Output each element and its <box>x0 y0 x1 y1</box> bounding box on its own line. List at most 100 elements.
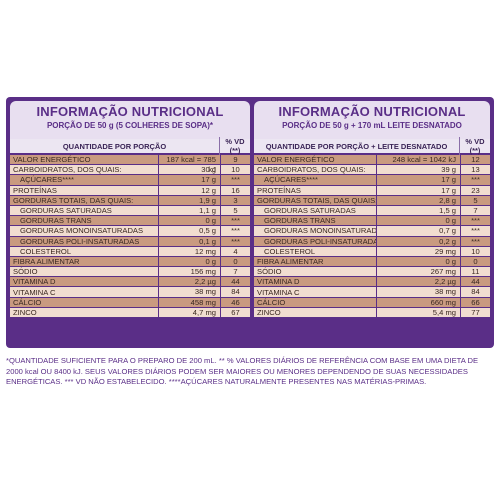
nutrient-name: AÇÚCARES**** <box>20 175 75 185</box>
nutrient-row: CARBOIDRATOS, DOS QUAIS: 39 g 13 <box>254 165 490 176</box>
nutrient-amount: 0 g <box>376 216 460 226</box>
nutrient-row: CÁLCIO 660 mg 66 <box>254 297 490 308</box>
nutrient-row: COLESTEROL 29 mg 10 <box>254 246 490 257</box>
nutrient-name: GORDURAS TRANS <box>20 216 92 226</box>
nutrient-daily-value: 67 <box>220 307 250 317</box>
nutrient-daily-value: 13 <box>460 165 490 175</box>
nutrient-amount: 0 g <box>158 216 220 226</box>
nutrient-daily-value: *** <box>220 175 250 185</box>
nutrient-name: CARBOIDRATOS, DOS QUAIS: <box>13 165 122 175</box>
nutrient-row: COLESTEROL 12 mg 4 <box>10 246 250 257</box>
nutrient-amount: 0 g <box>376 256 460 267</box>
nutrient-name: CARBOIDRATOS, DOS QUAIS: <box>257 165 366 175</box>
nutrient-daily-value: 7 <box>460 205 490 216</box>
nutrient-rows: VALOR ENERGÉTICO 248 kcal = 1042 kJ 12 CARB… <box>254 155 490 318</box>
nutrient-row: GORDURAS MONOINSATURADAS 0,7 g *** <box>254 226 490 237</box>
nutrient-amount: 156 mg <box>158 267 220 277</box>
nutrient-amount: 39 g <box>376 165 460 175</box>
nutrient-name: CÁLCIO <box>257 297 286 307</box>
nutrient-amount: 30 g <box>158 165 220 175</box>
nutrient-row: ZINCO 4,7 mg 67 <box>10 307 250 318</box>
nutrient-name: PROTEÍNAS <box>257 185 301 195</box>
nutrient-amount: 248 kcal = 1042 kJ <box>376 155 460 165</box>
nutrient-name: SÓDIO <box>257 267 282 277</box>
nutrient-daily-value: *** <box>220 236 250 246</box>
nutrient-daily-value: *** <box>460 175 490 185</box>
nutrition-panel-powder: INFORMAÇÃO NUTRICIONAL PORÇÃO DE 50 g (5… <box>10 101 250 318</box>
panel-title: INFORMAÇÃO NUTRICIONAL <box>278 104 466 119</box>
nutrient-name: GORDURAS TOTAIS, DAS QUAIS: <box>13 195 134 205</box>
nutrient-daily-value: 0 <box>460 256 490 267</box>
column-vd-label: % VD (**) <box>459 137 490 155</box>
nutrient-amount: 38 mg <box>376 287 460 297</box>
nutrient-amount: 5,4 mg <box>376 307 460 317</box>
nutrient-amount: 187 kcal = 785 kJ <box>158 155 220 174</box>
nutrient-name: GORDURAS MONOINSATURADAS <box>264 226 376 236</box>
nutrient-amount: 0,1 g <box>158 236 220 246</box>
nutrient-amount: 2,8 g <box>376 195 460 205</box>
nutrient-row: GORDURAS POLI-INSATURADAS 0,1 g *** <box>10 236 250 247</box>
nutrient-name: VITAMINA D <box>13 277 56 287</box>
nutrient-amount: 1,5 g <box>376 205 460 216</box>
nutrient-name: CÁLCIO <box>13 297 42 307</box>
nutrient-name: COLESTEROL <box>20 246 72 256</box>
nutrient-amount: 17 g <box>376 175 460 185</box>
nutrient-amount: 4,7 mg <box>158 307 220 317</box>
nutrient-row: SÓDIO 156 mg 7 <box>10 267 250 278</box>
nutrient-name: GORDURAS MONOINSATURADAS <box>20 226 144 236</box>
nutrient-name: VITAMINA C <box>257 287 300 297</box>
nutrient-rows: VALOR ENERGÉTICO 187 kcal = 785 kJ 9 CARBOI… <box>10 155 250 318</box>
nutrient-row: PROTEÍNAS 12 g 16 <box>10 185 250 196</box>
nutrient-daily-value: 9 <box>220 155 250 165</box>
nutrient-daily-value: 84 <box>460 287 490 297</box>
nutrient-row: AÇÚCARES**** 17 g *** <box>254 175 490 186</box>
nutrient-row: VITAMINA C 38 mg 84 <box>254 287 490 298</box>
column-quantity-label: QUANTIDADE POR PORÇÃO + LEITE DESNATADO <box>265 141 448 151</box>
nutrient-row: VALOR ENERGÉTICO 248 kcal = 1042 kJ 12 <box>254 155 490 166</box>
panel-subtitle: PORÇÃO DE 50 g (5 COLHERES DE SOPA)* <box>46 121 214 130</box>
nutrient-name: GORDURAS TRANS <box>264 216 336 226</box>
nutrient-daily-value: *** <box>220 226 250 236</box>
nutrient-daily-value: 66 <box>460 297 490 307</box>
nutrient-amount: 0,5 g <box>158 226 220 236</box>
nutrient-amount: 458 mg <box>158 297 220 307</box>
footnote: *QUANTIDADE SUFICIENTE PARA O PREPARO DE… <box>6 356 479 386</box>
nutrient-amount: 2,2 µg <box>158 277 220 287</box>
nutrient-daily-value: 77 <box>460 307 490 317</box>
nutrient-amount: 17 g <box>376 185 460 195</box>
column-quantity-label: QUANTIDADE POR PORÇÃO <box>62 141 167 151</box>
nutrient-daily-value: 12 <box>460 155 490 165</box>
nutrient-row: GORDURAS TRANS 0 g *** <box>254 216 490 227</box>
nutrient-name: VITAMINA C <box>13 287 56 297</box>
nutrient-row: GORDURAS TRANS 0 g *** <box>10 216 250 227</box>
panel-title: INFORMAÇÃO NUTRICIONAL <box>36 104 224 119</box>
nutrient-daily-value: 4 <box>220 246 250 256</box>
nutrient-daily-value: *** <box>460 236 490 246</box>
nutrition-facts-frame: INFORMAÇÃO NUTRICIONAL PORÇÃO DE 50 g (5… <box>6 97 494 348</box>
nutrient-name: GORDURAS POLI-INSATURADAS <box>264 236 376 246</box>
nutrient-name: COLESTEROL <box>264 246 316 256</box>
nutrient-name: VALOR ENERGÉTICO <box>13 155 91 165</box>
nutrient-name: PROTEÍNAS <box>13 185 57 195</box>
nutrient-daily-value: 10 <box>220 165 250 175</box>
nutrient-daily-value: 46 <box>220 297 250 307</box>
nutrient-name: AÇÚCARES**** <box>264 175 319 185</box>
nutrient-name: GORDURAS TOTAIS, DAS QUAIS: <box>257 195 376 205</box>
nutrient-row: GORDURAS POLI-INSATURADAS 0,2 g *** <box>254 236 490 247</box>
nutrient-row: AÇÚCARES**** 17 g *** <box>10 175 250 186</box>
nutrient-row: PROTEÍNAS 17 g 23 <box>254 185 490 196</box>
nutrient-daily-value: 5 <box>220 205 250 216</box>
nutrient-row: VALOR ENERGÉTICO 187 kcal = 785 kJ 9 <box>10 155 250 174</box>
nutrient-amount: 0 g <box>158 256 220 267</box>
nutrient-row: VITAMINA D 2,2 µg 44 <box>10 277 250 288</box>
nutrient-daily-value: 44 <box>460 277 490 287</box>
nutrient-name: ZINCO <box>257 307 281 317</box>
nutrient-row: CARBOIDRATOS, DOS QUAIS: 30 g 10 <box>10 165 250 176</box>
nutrient-daily-value: 84 <box>220 287 250 297</box>
nutrient-daily-value: 44 <box>220 277 250 287</box>
nutrient-name: ZINCO <box>13 307 37 317</box>
